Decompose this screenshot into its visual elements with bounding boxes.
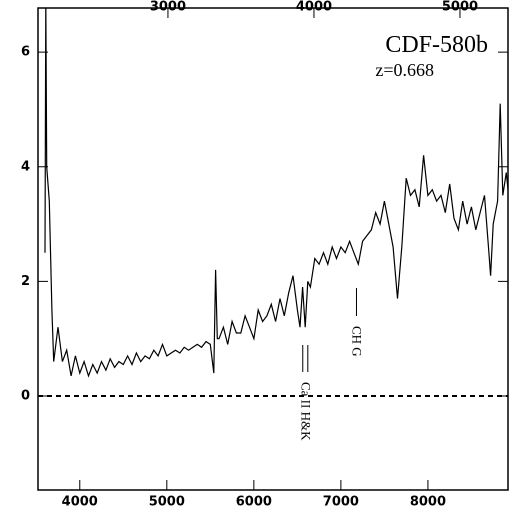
y-tick-label: 6 <box>21 45 30 60</box>
x-tick-label: 4000 <box>62 495 98 510</box>
spectrum-line <box>44 8 508 378</box>
x2-tick-label: 3000 <box>150 0 186 15</box>
y-tick-label: 4 <box>21 159 30 174</box>
y-tick-label: 2 <box>21 274 30 289</box>
plot-frame <box>37 7 509 491</box>
chart-title: CDF-580b <box>385 32 488 58</box>
chart-subtitle: z=0.668 <box>375 60 434 80</box>
x-tick-label: 8000 <box>410 495 446 510</box>
x2-tick-label: 4000 <box>296 0 332 15</box>
x-tick-label: 7000 <box>323 495 359 510</box>
x2-tick-label: 5000 <box>442 0 478 15</box>
x-tick-label: 5000 <box>149 495 185 510</box>
annotation-label: Ca II H&K <box>298 382 313 441</box>
annotation-label: CH G <box>349 326 364 357</box>
x-tick-label: 6000 <box>236 495 272 510</box>
y-tick-label: 0 <box>21 389 30 404</box>
